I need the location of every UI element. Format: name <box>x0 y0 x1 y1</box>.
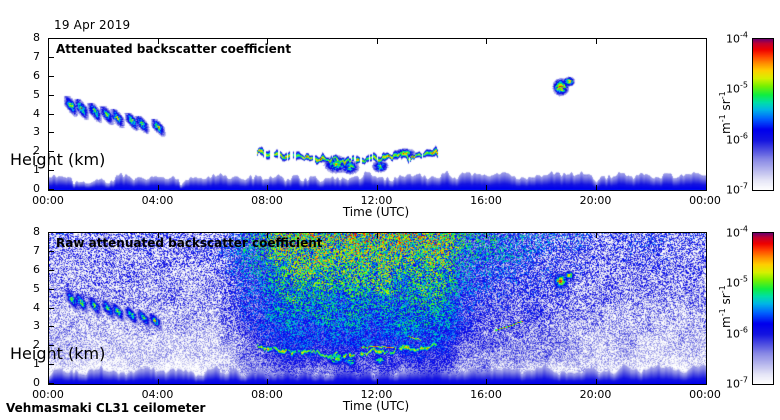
x-tick-label: 00:00 <box>689 388 721 401</box>
colorbar-top <box>752 38 774 191</box>
y-tick-label: 7 <box>33 49 40 63</box>
y-tick-label: 3 <box>33 125 40 139</box>
x-tick-label: 16:00 <box>470 388 502 401</box>
colorbar-tick-exponent: -6 <box>740 131 748 141</box>
attenuated-backscatter-panel-title: Attenuated backscatter coefficient <box>56 42 292 56</box>
y-tick-label: 5 <box>33 281 40 295</box>
colorbar-tick-exponent: -5 <box>740 81 748 90</box>
colorbar-tick-exponent: -7 <box>740 375 748 385</box>
colorbar-tick-exponent: -7 <box>740 181 748 191</box>
y-tick-label: 4 <box>33 300 40 314</box>
x-tick-label: 00:00 <box>32 388 64 401</box>
colorbar-tick-exponent: -4 <box>740 30 748 40</box>
x-tick-label: 08:00 <box>251 388 283 401</box>
y-tick-label: 0 <box>33 376 40 389</box>
unit-m: m <box>719 122 733 134</box>
x-tick-label: 04:00 <box>141 194 174 207</box>
colorbar-tick-exponent: -4 <box>740 224 748 234</box>
unit-sr: sr <box>719 293 733 305</box>
x-tick-label: 00:00 <box>32 194 64 207</box>
x-tick-label: 08:00 <box>251 194 283 207</box>
colorbar-tick-exponent: -6 <box>740 325 748 335</box>
unit-m: m <box>719 316 733 328</box>
x-tick-label: 20:00 <box>579 194 612 207</box>
raw-attenuated-backscatter-panel <box>48 232 707 385</box>
colorbar-tick-exponent: -5 <box>740 275 748 284</box>
y-tick-label: 6 <box>33 262 40 276</box>
colorbar-top-unit-label: m-1 sr-1 <box>718 91 733 134</box>
colorbar-tick-base: 10 <box>726 32 741 46</box>
y-tick-label: 4 <box>33 106 40 120</box>
x-tick-label: 00:00 <box>689 194 721 207</box>
y-tick-label: 0 <box>33 182 40 195</box>
unit-sr-exponent: -1 <box>718 91 727 100</box>
y-axis-label-top: Height (km) <box>10 150 106 169</box>
x-axis-label-top: Time (UTC) <box>342 205 410 219</box>
x-tick-label: 16:00 <box>470 194 502 207</box>
colorbar-tick-base: 10 <box>726 326 741 340</box>
unit-m-exponent: -1 <box>718 114 727 123</box>
y-tick-label: 7 <box>33 243 40 257</box>
colorbar-tick-label: 10-7 <box>726 182 748 197</box>
unit-m-exponent: -1 <box>718 308 727 317</box>
y-tick-label: 8 <box>33 225 40 238</box>
colorbar-bottom-unit-label: m-1 sr-1 <box>718 285 733 328</box>
colorbar-bottom-gradient <box>753 233 773 384</box>
unit-sr: sr <box>719 99 733 111</box>
y-tick-label: 3 <box>33 319 40 333</box>
colorbar-top-gradient <box>753 39 773 190</box>
colorbar-tick-base: 10 <box>726 183 741 197</box>
colorbar-tick-base: 10 <box>726 377 741 391</box>
y-tick-label: 5 <box>33 87 40 101</box>
x-tick-label: 20:00 <box>579 388 612 401</box>
y-axis-label-bottom: Height (km) <box>10 344 106 363</box>
y-tick-label: 6 <box>33 68 40 82</box>
colorbar-tick-label: 10-4 <box>726 31 748 46</box>
attenuated-backscatter-plot-canvas <box>49 39 706 190</box>
colorbar-tick-base: 10 <box>726 132 741 146</box>
y-tick-label: 8 <box>33 31 40 44</box>
footer-caption: Vehmasmaki CL31 ceilometer <box>6 401 206 415</box>
colorbar-tick-label: 10-4 <box>726 225 748 240</box>
colorbar-bottom <box>752 232 774 385</box>
raw-attenuated-backscatter-plot-canvas <box>49 233 706 384</box>
colorbar-tick-label: 10-7 <box>726 376 748 391</box>
colorbar-tick-base: 10 <box>726 226 741 240</box>
raw-attenuated-backscatter-panel-title: Raw attenuated backscatter coefficient <box>56 236 323 250</box>
x-tick-label: 04:00 <box>141 388 174 401</box>
attenuated-backscatter-panel <box>48 38 707 191</box>
unit-sr-exponent: -1 <box>718 285 727 294</box>
date-stamp: 19 Apr 2019 <box>54 18 131 32</box>
x-axis-label-bottom: Time (UTC) <box>342 399 410 413</box>
